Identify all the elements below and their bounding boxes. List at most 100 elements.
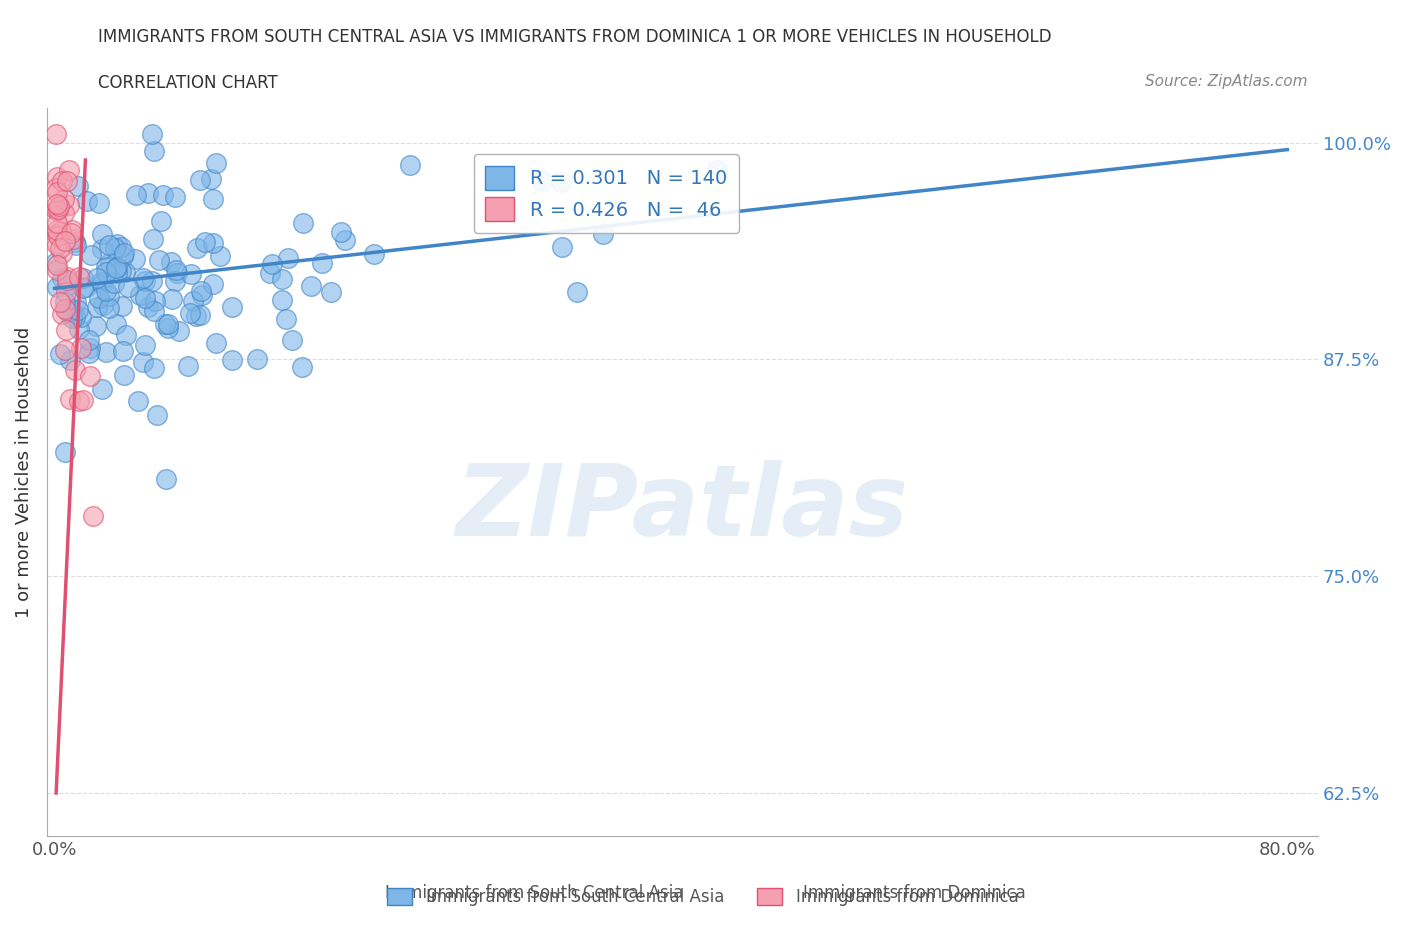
Immigrants from South Central Asia (105, 236, 128, 251)
Immigrants from South Central Asia (399, 158, 422, 173)
Immigrants from South Central Asia (157, 320, 180, 335)
Immigrants from South Central Asia (58, 304, 80, 319)
Immigrants from South Central Asia (105, 260, 128, 275)
Immigrants from South Central Asia (90, 274, 112, 289)
Immigrants from South Central Asia (167, 324, 190, 339)
Immigrants from Dominica (53, 206, 76, 220)
Immigrants from Dominica (45, 203, 67, 218)
Immigrants from Dominica (82, 509, 104, 524)
Immigrants from South Central Asia (84, 319, 107, 334)
Text: CORRELATION CHART: CORRELATION CHART (98, 74, 278, 92)
Immigrants from South Central Asia (550, 175, 572, 190)
Immigrants from Dominica (62, 232, 84, 246)
Immigrants from Dominica (67, 270, 90, 285)
Immigrants from South Central Asia (66, 303, 89, 318)
Text: Source: ZipAtlas.com: Source: ZipAtlas.com (1144, 74, 1308, 89)
Immigrants from South Central Asia (55, 274, 77, 289)
Immigrants from South Central Asia (194, 235, 217, 250)
Immigrants from Dominica (79, 369, 101, 384)
Immigrants from South Central Asia (76, 193, 98, 208)
Immigrants from Dominica (55, 270, 77, 285)
Immigrants from South Central Asia (143, 144, 166, 159)
Immigrants from South Central Asia (141, 273, 163, 288)
Immigrants from Dominica (51, 246, 73, 260)
Immigrants from Dominica (49, 241, 72, 256)
Immigrants from South Central Asia (335, 232, 357, 247)
Immigrants from South Central Asia (291, 216, 314, 231)
Immigrants from South Central Asia (156, 317, 179, 332)
Immigrants from South Central Asia (291, 359, 314, 374)
Immigrants from South Central Asia (86, 299, 108, 314)
Immigrants from South Central Asia (363, 246, 385, 261)
Immigrants from South Central Asia (134, 338, 156, 352)
Immigrants from South Central Asia (77, 333, 100, 348)
Immigrants from South Central Asia (112, 367, 135, 382)
Immigrants from South Central Asia (246, 352, 269, 366)
Immigrants from South Central Asia (129, 288, 152, 303)
Immigrants from Dominica (46, 203, 69, 218)
Immigrants from South Central Asia (112, 248, 135, 263)
Immigrants from South Central Asia (45, 255, 67, 270)
Immigrants from South Central Asia (60, 311, 83, 325)
Immigrants from Dominica (59, 226, 82, 241)
Immigrants from South Central Asia (166, 265, 188, 280)
Immigrants from South Central Asia (90, 242, 112, 257)
Immigrants from South Central Asia (592, 226, 614, 241)
Immigrants from Dominica (46, 215, 69, 230)
Immigrants from South Central Asia (90, 382, 112, 397)
Immigrants from South Central Asia (134, 273, 156, 288)
Immigrants from Dominica (46, 202, 69, 217)
Immigrants from South Central Asia (205, 155, 228, 170)
Immigrants from South Central Asia (188, 173, 211, 188)
Immigrants from South Central Asia (80, 248, 103, 263)
Immigrants from South Central Asia (270, 272, 292, 286)
Immigrants from South Central Asia (49, 346, 72, 361)
Immigrants from South Central Asia (134, 290, 156, 305)
Immigrants from South Central Asia (148, 253, 170, 268)
Immigrants from South Central Asia (165, 273, 187, 288)
Immigrants from South Central Asia (59, 301, 82, 316)
Immigrants from South Central Asia (277, 250, 299, 265)
Immigrants from Dominica (58, 163, 80, 178)
Immigrants from South Central Asia (59, 352, 82, 367)
Immigrants from Dominica (72, 393, 94, 408)
Immigrants from South Central Asia (259, 266, 281, 281)
Immigrants from Dominica (59, 392, 82, 406)
Immigrants from South Central Asia (111, 343, 134, 358)
Immigrants from South Central Asia (79, 341, 101, 356)
Immigrants from South Central Asia (96, 259, 118, 274)
Immigrants from South Central Asia (53, 295, 76, 310)
Immigrants from Dominica (46, 184, 69, 199)
Immigrants from South Central Asia (53, 445, 76, 460)
Immigrants from Dominica (51, 306, 73, 321)
Immigrants from South Central Asia (184, 309, 207, 324)
Immigrants from South Central Asia (202, 192, 225, 206)
Immigrants from South Central Asia (155, 472, 177, 486)
Immigrants from South Central Asia (72, 271, 94, 286)
Immigrants from Dominica (46, 238, 69, 253)
Immigrants from Dominica (45, 223, 67, 238)
Immigrants from South Central Asia (124, 251, 146, 266)
Immigrants from South Central Asia (63, 309, 86, 324)
Immigrants from South Central Asia (142, 361, 165, 376)
Immigrants from South Central Asia (142, 304, 165, 319)
Immigrants from Dominica (60, 222, 83, 237)
Immigrants from South Central Asia (117, 279, 139, 294)
Immigrants from South Central Asia (91, 298, 114, 312)
Immigrants from South Central Asia (180, 267, 202, 282)
Immigrants from South Central Asia (77, 346, 100, 361)
Immigrants from Dominica (46, 203, 69, 218)
Immigrants from South Central Asia (65, 237, 87, 252)
Immigrants from South Central Asia (550, 239, 572, 254)
Immigrants from South Central Asia (165, 190, 187, 205)
Immigrants from South Central Asia (155, 316, 177, 331)
Immigrants from South Central Asia (97, 300, 120, 315)
Immigrants from South Central Asia (706, 163, 728, 178)
Immigrants from South Central Asia (179, 306, 201, 321)
Immigrants from South Central Asia (204, 336, 226, 351)
Immigrants from South Central Asia (530, 174, 553, 189)
Immigrants from South Central Asia (201, 235, 224, 250)
Immigrants from Dominica (45, 126, 67, 141)
Immigrants from South Central Asia (200, 172, 222, 187)
Immigrants from Dominica (51, 174, 73, 189)
